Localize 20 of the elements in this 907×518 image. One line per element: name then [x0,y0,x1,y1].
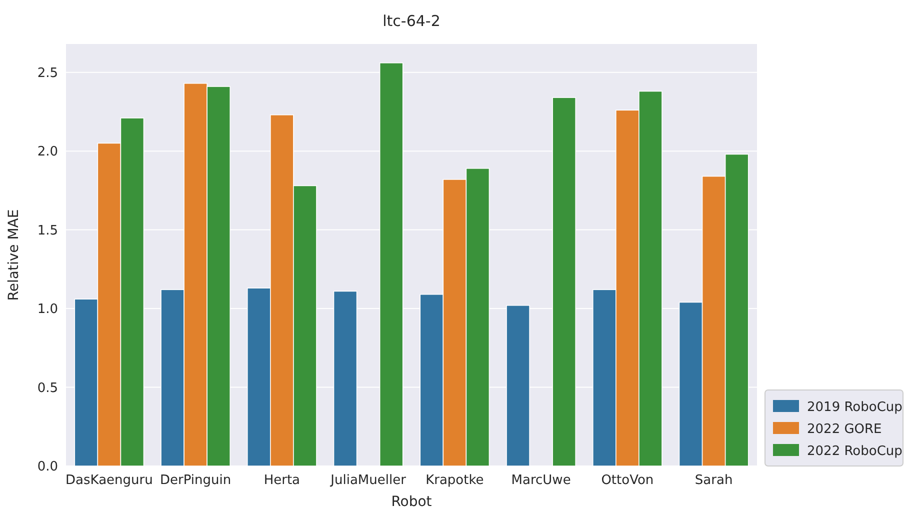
x-tick-label: Sarah [694,473,733,488]
chart-title: ltc-64-2 [382,12,440,30]
x-tick-label: DerPinguin [160,473,232,488]
x-tick-label: JuliaMueller [330,473,407,488]
x-tick-label: OttoVon [601,473,654,488]
legend-label: 2022 GORE [807,422,882,437]
x-tick-label: MarcUwe [511,473,571,488]
x-tick-label: Krapotke [426,473,484,488]
x-tick-label: Herta [264,473,300,488]
y-axis-title: Relative MAE [6,209,22,301]
x-tick-label: DasKaenguru [66,473,153,488]
x-axis-title: Robot [391,494,432,510]
y-tick-label: 0.5 [37,380,58,396]
y-tick-label: 1.5 [37,223,58,238]
y-tick-label: 0.0 [37,460,58,475]
y-tick-label: 2.0 [37,144,58,160]
legend-label: 2019 RoboCup [807,400,902,415]
legend-label: 2022 RoboCup [807,444,902,459]
y-tick-label: 1.0 [37,302,58,318]
y-tick-label: 2.5 [37,66,58,81]
